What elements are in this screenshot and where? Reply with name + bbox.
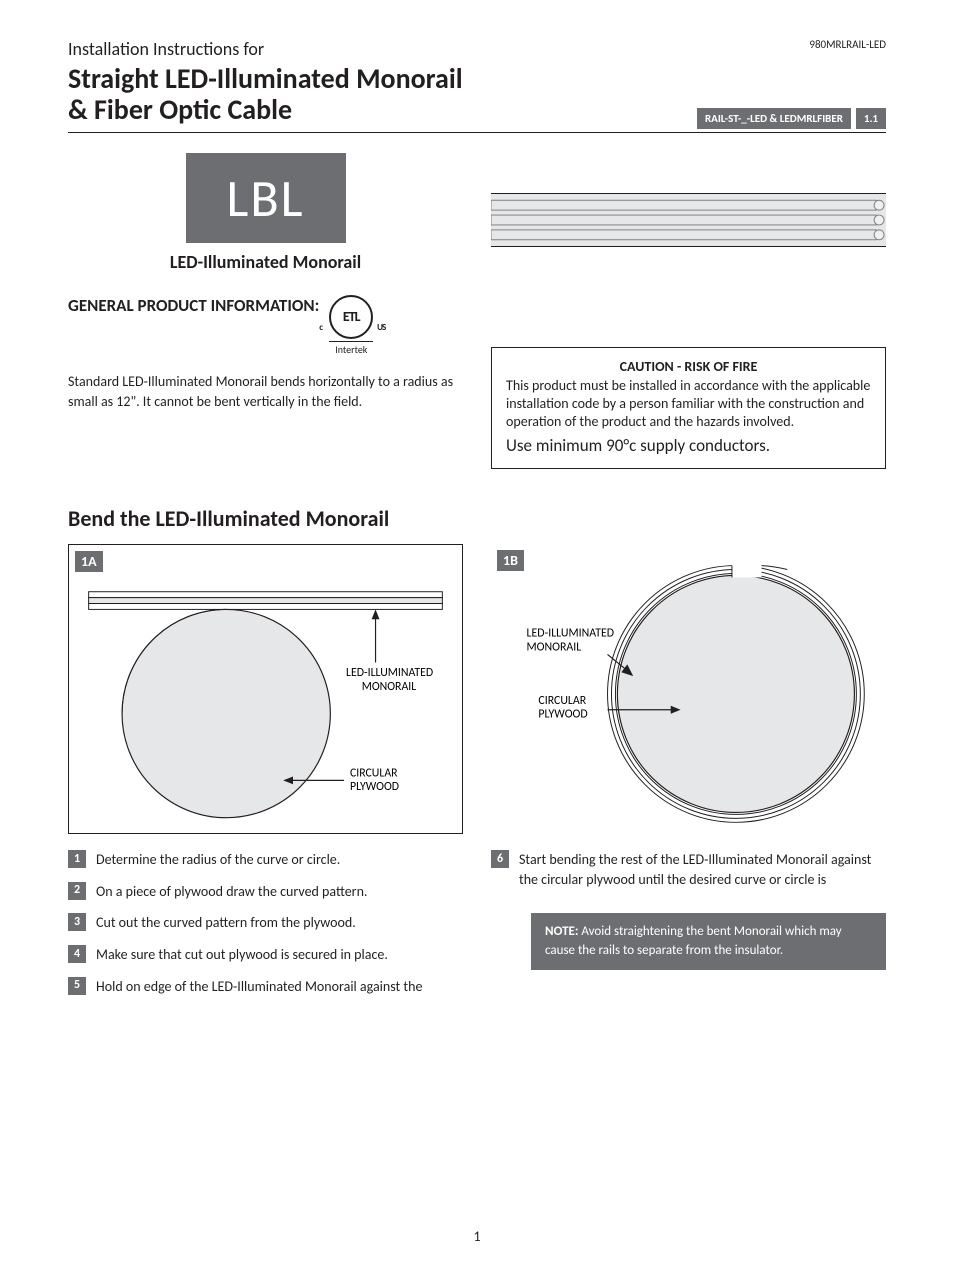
- note-body: Avoid straightening the bent Monorail wh…: [545, 924, 842, 957]
- fig1b-ply-label-1: CIRCULAR: [538, 694, 586, 708]
- right-column-top: CAUTION - RISK OF FIRE This product must…: [491, 153, 886, 470]
- fig1a-rail-label-1: LED-ILLUMINATED: [346, 666, 433, 680]
- fig1a-ply-label-1: CIRCULAR: [350, 767, 398, 781]
- step-text: On a piece of plywood draw the curved pa…: [96, 882, 367, 902]
- logo-subtitle: LED-Illuminated Monorail: [68, 251, 463, 273]
- figure-1b-tag: 1B: [497, 550, 524, 571]
- header-revision: 1.1: [856, 108, 886, 129]
- fig1b-rail-label-1: LED-ILLUMINATED: [527, 627, 615, 641]
- step-text: Hold on edge of the LED-Illuminated Mono…: [96, 977, 422, 997]
- fig1a-rail-label-2: MONORAIL: [362, 680, 416, 694]
- header-right-block: RAIL-ST-_-LED & LEDMRLFIBER 1.1: [697, 108, 886, 129]
- step-row: 4 Make sure that cut out plywood is secu…: [68, 945, 463, 965]
- header-model-tag: RAIL-ST-_-LED & LEDMRLFIBER: [697, 108, 851, 129]
- note-box: NOTE: Avoid straightening the bent Monor…: [531, 913, 886, 969]
- cert-right: US: [377, 322, 385, 333]
- step-number: 1: [68, 850, 86, 868]
- step-text: Determine the radius of the curve or cir…: [96, 850, 340, 870]
- step-row: 5 Hold on edge of the LED-Illuminated Mo…: [68, 977, 463, 997]
- caution-box: CAUTION - RISK OF FIRE This product must…: [491, 347, 886, 470]
- header-rule: [68, 132, 886, 133]
- cert-mark-text: ETL: [343, 308, 360, 325]
- figure-1a-tag: 1A: [75, 551, 103, 572]
- figure-1a: 1A LED-ILLUMINATED MONORAIL: [68, 544, 463, 834]
- fig1a-ply-label-2: PLYWOOD: [350, 780, 399, 794]
- fig1b-ply-label-2: PLYWOOD: [538, 708, 587, 722]
- figure-1b-column: 1B LED-ILLUMINATED MONORAIL: [491, 544, 886, 1008]
- pretitle: Installation Instructions for: [68, 38, 886, 60]
- left-column: LBL LED-Illuminated Monorail GENERAL PRO…: [68, 153, 463, 470]
- section-heading: Bend the LED-Illuminated Monorail: [68, 505, 886, 532]
- page-number: 1: [68, 1228, 886, 1245]
- gpi-heading: GENERAL PRODUCT INFORMATION:: [68, 295, 319, 316]
- step-row: 3 Cut out the curved pattern from the pl…: [68, 913, 463, 933]
- step-number: 6: [491, 850, 509, 868]
- cert-left: c: [319, 322, 322, 333]
- document-code: 980MRLRAIL-LED: [809, 38, 886, 51]
- caution-temp: Use minimum 90°c supply conductors.: [506, 435, 871, 456]
- steps-left: 1 Determine the radius of the curve or c…: [68, 850, 463, 996]
- fig1b-rail-label-2: MONORAIL: [527, 641, 582, 655]
- step-number: 5: [68, 977, 86, 995]
- step-row: 2 On a piece of plywood draw the curved …: [68, 882, 463, 902]
- step-row: 1 Determine the radius of the curve or c…: [68, 850, 463, 870]
- steps-right: 6 Start bending the rest of the LED-Illu…: [491, 850, 886, 889]
- certification-mark: c ETL US Intertek: [329, 295, 373, 356]
- figure-1a-column: 1A LED-ILLUMINATED MONORAIL: [68, 544, 463, 1008]
- step-row: 6 Start bending the rest of the LED-Illu…: [491, 850, 886, 889]
- logo-block: LBL LED-Illuminated Monorail: [68, 153, 463, 273]
- etl-circle-icon: c ETL US: [329, 295, 373, 339]
- step-number: 4: [68, 945, 86, 963]
- caution-title: CAUTION - RISK OF FIRE: [506, 358, 871, 375]
- monorail-illustration: [491, 193, 886, 247]
- step-number: 3: [68, 913, 86, 931]
- step-text: Make sure that cut out plywood is secure…: [96, 945, 388, 965]
- cert-brand: Intertek: [329, 343, 373, 356]
- caution-body: This product must be installed in accord…: [506, 377, 871, 432]
- brand-logo: LBL: [186, 153, 346, 243]
- step-text: Start bending the rest of the LED-Illumi…: [519, 850, 886, 889]
- figure-1b: 1B LED-ILLUMINATED MONORAIL: [491, 544, 886, 834]
- step-text: Cut out the curved pattern from the plyw…: [96, 913, 356, 933]
- note-label: NOTE:: [545, 924, 578, 939]
- title-line-1: Straight LED-Illuminated Monorail: [68, 64, 886, 95]
- gpi-body-text: Standard LED-Illuminated Monorail bends …: [68, 372, 463, 413]
- step-number: 2: [68, 882, 86, 900]
